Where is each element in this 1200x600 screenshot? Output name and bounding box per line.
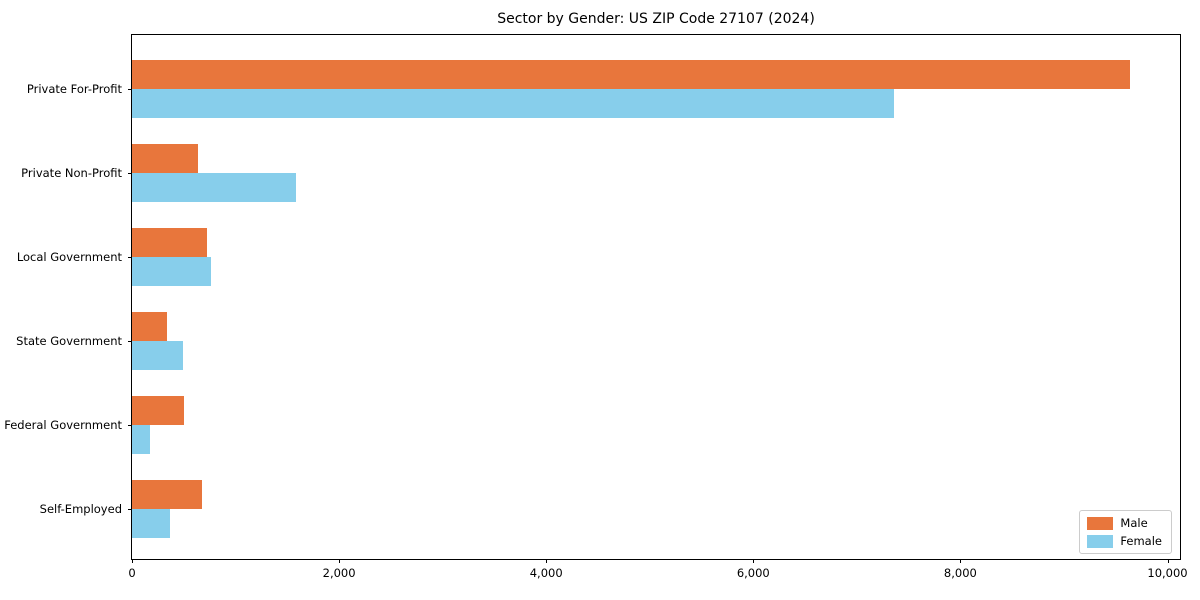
plot-area: Male Female Private For-Profit Private No… — [4, 34, 1188, 580]
bar-male-2 — [132, 228, 207, 257]
y-tick-mark — [128, 425, 132, 426]
legend-item-female: Female — [1087, 534, 1162, 548]
y-tick-label: State Government — [16, 334, 122, 348]
legend-swatch-male-icon — [1087, 516, 1114, 530]
y-tick-label: Private Non-Profit — [21, 166, 122, 180]
legend-label-male: Male — [1120, 516, 1148, 530]
x-tick-mark — [546, 559, 548, 563]
bar-female-0 — [132, 89, 894, 118]
y-tick-mark — [128, 509, 132, 510]
bar-female-3 — [132, 341, 183, 370]
y-tick-mark — [128, 173, 132, 174]
x-tick-label: 2,000 — [322, 566, 356, 580]
bar-male-0 — [132, 60, 1130, 89]
x-tick-mark — [1167, 559, 1169, 563]
bar-female-2 — [132, 257, 211, 286]
x-tick-label: 6,000 — [736, 566, 770, 580]
x-tick-mark — [339, 559, 341, 563]
y-tick-label: Private For-Profit — [26, 82, 122, 96]
bar-male-5 — [132, 480, 202, 509]
x-tick-label: 4,000 — [529, 566, 563, 580]
y-tick-label: Local Government — [16, 250, 122, 264]
legend-swatch-female-icon — [1087, 534, 1114, 548]
x-tick-label: 10,000 — [1147, 566, 1188, 580]
y-tick-mark — [128, 89, 132, 90]
bar-female-1 — [132, 173, 296, 202]
bar-male-1 — [132, 144, 198, 173]
y-tick-label: Federal Government — [4, 418, 122, 432]
bar-male-3 — [132, 312, 167, 341]
y-tick-label: Self-Employed — [39, 502, 122, 516]
x-tick-mark — [132, 559, 133, 563]
legend-item-male: Male — [1087, 516, 1162, 530]
x-tick-mark — [960, 559, 962, 563]
bar-female-5 — [132, 509, 170, 538]
bar-female-4 — [132, 425, 150, 454]
x-tick-mark — [753, 559, 755, 563]
y-tick-mark — [128, 341, 132, 342]
x-tick-label: 8,000 — [943, 566, 977, 580]
chart-title: Sector by Gender: US ZIP Code 27107 (202… — [497, 11, 815, 27]
x-tick-label: 0 — [128, 566, 136, 580]
y-tick-mark — [128, 257, 132, 258]
legend-label-female: Female — [1120, 534, 1162, 548]
legend: Male Female — [1079, 510, 1172, 554]
bar-male-4 — [132, 396, 184, 425]
